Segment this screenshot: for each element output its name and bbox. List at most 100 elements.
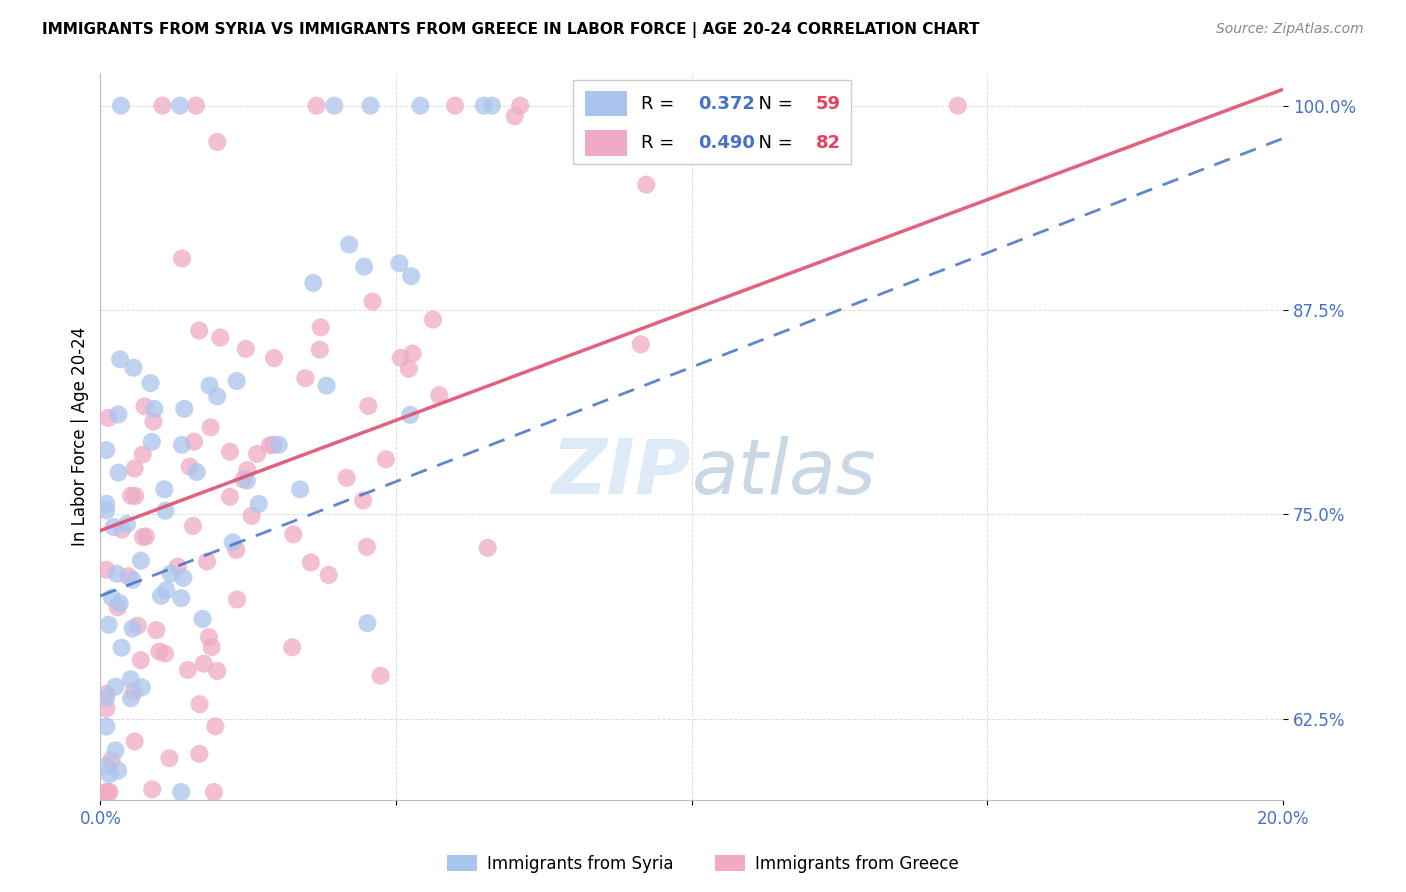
Point (232, 472, 254, 486)
Point (205, 389, 228, 403)
Text: 59: 59 (815, 95, 841, 112)
Point (96, 785, 118, 799)
Text: ZIP: ZIP (553, 436, 692, 510)
Point (107, 466, 129, 480)
Point (207, 135, 229, 149)
FancyBboxPatch shape (585, 91, 627, 116)
Text: Source: ZipAtlas.com: Source: ZipAtlas.com (1216, 22, 1364, 37)
Point (352, 493, 374, 508)
Point (143, 401, 166, 416)
Point (283, 527, 305, 541)
Point (209, 330, 232, 344)
Point (375, 452, 398, 467)
Text: IMMIGRANTS FROM SYRIA VS IMMIGRANTS FROM GREECE IN LABOR FORCE | AGE 20-24 CORRE: IMMIGRANTS FROM SYRIA VS IMMIGRANTS FROM… (42, 22, 980, 38)
Point (103, 520, 125, 534)
Point (191, 612, 214, 626)
Point (170, 785, 193, 799)
Point (96, 687, 118, 701)
Point (108, 352, 131, 367)
Point (150, 589, 173, 603)
Point (97, 617, 120, 632)
Point (134, 400, 156, 414)
Text: N =: N = (748, 95, 799, 112)
Text: R =: R = (641, 134, 681, 152)
Point (131, 448, 153, 462)
Point (236, 474, 259, 488)
Point (281, 640, 304, 655)
Point (96, 690, 118, 705)
Point (195, 555, 218, 569)
Point (305, 98, 328, 112)
Point (142, 415, 165, 429)
Point (148, 644, 170, 658)
Point (299, 556, 322, 570)
Point (98, 767, 121, 781)
Point (124, 734, 146, 748)
Y-axis label: In Labor Force | Age 20-24: In Labor Force | Age 20-24 (72, 327, 89, 546)
Point (132, 530, 155, 544)
Point (184, 98, 207, 112)
Point (389, 351, 412, 365)
Point (96, 443, 118, 458)
Point (688, 98, 710, 112)
Point (309, 320, 332, 334)
Point (581, 98, 603, 112)
Point (259, 438, 281, 452)
Point (509, 98, 531, 112)
Point (105, 566, 128, 581)
Point (124, 461, 146, 475)
Point (98, 785, 121, 799)
Point (323, 98, 346, 112)
Point (422, 312, 444, 326)
Point (121, 573, 143, 587)
Point (170, 591, 193, 606)
Point (946, 98, 969, 112)
Point (360, 98, 382, 112)
Point (120, 691, 142, 706)
Point (120, 673, 142, 687)
Point (155, 583, 177, 598)
Point (225, 374, 247, 388)
Point (122, 360, 145, 375)
Point (388, 256, 411, 270)
Point (183, 434, 205, 449)
Point (205, 664, 228, 678)
Point (135, 529, 157, 543)
Text: N =: N = (748, 134, 799, 152)
Point (110, 98, 132, 112)
Legend: Immigrants from Syria, Immigrants from Greece: Immigrants from Syria, Immigrants from G… (440, 848, 966, 880)
Point (481, 98, 503, 112)
Point (294, 371, 316, 385)
FancyBboxPatch shape (574, 80, 852, 164)
Point (267, 438, 290, 452)
Point (107, 764, 129, 778)
Point (188, 747, 211, 761)
Point (356, 616, 378, 631)
Point (104, 743, 127, 757)
FancyBboxPatch shape (585, 130, 627, 156)
Point (107, 408, 129, 422)
Point (193, 657, 215, 671)
Text: 82: 82 (815, 134, 841, 152)
Point (200, 420, 222, 434)
Point (101, 591, 124, 605)
Point (636, 178, 658, 192)
Point (226, 592, 249, 607)
Point (356, 540, 378, 554)
Point (202, 785, 225, 799)
Point (120, 489, 142, 503)
Point (155, 504, 177, 518)
Point (96, 701, 118, 715)
Point (127, 619, 149, 633)
Point (263, 438, 285, 452)
Point (107, 600, 129, 615)
Text: 0.490: 0.490 (697, 134, 755, 152)
Point (263, 351, 285, 365)
Point (153, 482, 176, 496)
Point (172, 571, 194, 585)
Point (198, 630, 221, 644)
Point (122, 685, 145, 699)
Point (399, 408, 422, 422)
Point (173, 401, 195, 416)
Point (169, 98, 191, 112)
